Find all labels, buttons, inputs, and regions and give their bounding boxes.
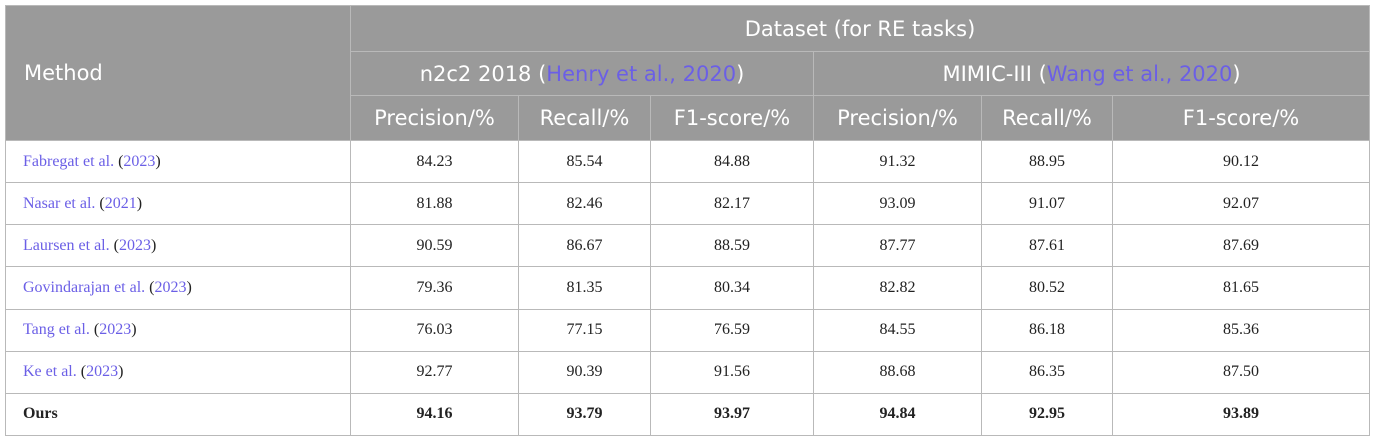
value-cell: 92.95 [981, 392, 1113, 437]
value-cell: 94.84 [813, 392, 982, 437]
value-cell: 90.39 [518, 350, 651, 394]
value-cell: 90.59 [350, 224, 519, 268]
method-cell: Laursen et al. (2023) [5, 224, 351, 268]
value-cell: 91.07 [981, 182, 1113, 226]
year-citation-link[interactable]: 2023 [123, 152, 156, 170]
value-cell: 88.95 [981, 139, 1113, 184]
value-cell: 82.82 [813, 266, 982, 310]
value-cell: 82.17 [650, 182, 814, 226]
value-cell: 81.65 [1111, 266, 1371, 310]
method-cell: Govindarajan et al. (2023) [5, 266, 351, 310]
value-cell: 85.36 [1111, 308, 1371, 352]
method-cell: Ours [5, 392, 351, 437]
method-cell: Fabregat et al. (2023) [5, 139, 351, 184]
method-header: Method [5, 5, 351, 141]
table-row: Tang et al. (2023) 76.03 77.15 76.59 84.55 86… [5, 308, 1371, 352]
metric-f1-header: F1-score/% [1111, 95, 1371, 141]
metric-recall-header: Recall/% [981, 95, 1113, 141]
value-cell: 93.79 [518, 392, 651, 437]
value-cell: 93.97 [650, 392, 814, 437]
author-citation-link[interactable]: Ke et al. [23, 363, 77, 381]
value-cell: 91.32 [813, 139, 982, 184]
value-cell: 93.89 [1111, 392, 1371, 437]
dataset-header: Dataset (for RE tasks) [349, 5, 1371, 52]
author-citation-link[interactable]: Tang et al. [23, 321, 90, 339]
metric-precision-header: Precision/% [350, 95, 519, 141]
value-cell: 76.59 [650, 308, 814, 352]
value-cell: 86.35 [981, 350, 1113, 394]
value-cell: 94.16 [350, 392, 519, 437]
ours-row: Ours 94.16 93.79 93.97 94.84 92.95 93.89 [5, 392, 1371, 437]
metric-recall-header: Recall/% [518, 95, 651, 141]
value-cell: 84.23 [350, 139, 519, 184]
dataset-n2c2-header: n2c2 2018 (Henry et al., 2020) [350, 51, 814, 96]
value-cell: 86.67 [518, 224, 651, 268]
value-cell: 79.36 [350, 266, 519, 310]
value-cell: 80.52 [981, 266, 1113, 310]
table-row: Laursen et al. (2023) 90.59 86.67 88.59 87.7… [5, 224, 1371, 268]
table-row: Nasar et al. (2021) 81.88 82.46 82.17 93.09 9… [5, 182, 1371, 226]
author-citation-link[interactable]: Govindarajan et al. [23, 278, 146, 296]
value-cell: 82.46 [518, 182, 651, 226]
value-cell: 90.12 [1111, 139, 1371, 184]
results-body: Fabregat et al. (2023) 84.23 85.54 84.88 91.… [5, 139, 1371, 437]
author-citation-link[interactable]: Nasar et al. [23, 194, 96, 212]
value-cell: 88.59 [650, 224, 814, 268]
table-row: Govindarajan et al. (2023) 79.36 81.35 80.3… [5, 266, 1371, 310]
value-cell: 81.35 [518, 266, 651, 310]
value-cell: 91.56 [650, 350, 814, 394]
value-cell: 80.34 [650, 266, 814, 310]
citation-link-wang[interactable]: Wang et al., 2020 [1046, 61, 1233, 86]
results-table: Method Dataset (for RE tasks) n2c2 2018 … [5, 5, 1371, 437]
author-citation-link[interactable]: Laursen et al. [23, 236, 110, 254]
method-cell: Tang et al. (2023) [5, 308, 351, 352]
value-cell: 92.07 [1111, 182, 1371, 226]
value-cell: 84.55 [813, 308, 982, 352]
method-cell: Ke et al. (2023) [5, 350, 351, 394]
value-cell: 76.03 [350, 308, 519, 352]
value-cell: 87.77 [813, 224, 982, 268]
year-citation-link[interactable]: 2023 [154, 278, 187, 296]
dataset-mimic-header: MIMIC-III (Wang et al., 2020) [812, 51, 1371, 96]
metric-precision-header: Precision/% [813, 95, 982, 141]
value-cell: 88.68 [813, 350, 982, 394]
value-cell: 93.09 [813, 182, 982, 226]
author-citation-link[interactable]: Fabregat et al. [23, 152, 115, 170]
value-cell: 87.50 [1111, 350, 1371, 394]
value-cell: 86.18 [981, 308, 1113, 352]
method-cell: Nasar et al. (2021) [5, 182, 351, 226]
year-citation-link[interactable]: 2023 [99, 321, 132, 339]
metric-f1-header: F1-score/% [650, 95, 814, 141]
citation-link-henry[interactable]: Henry et al., 2020 [546, 61, 737, 86]
value-cell: 87.69 [1111, 224, 1371, 268]
year-citation-link[interactable]: 2023 [118, 236, 151, 254]
value-cell: 84.88 [650, 139, 814, 184]
year-citation-link[interactable]: 2023 [86, 363, 119, 381]
value-cell: 87.61 [981, 224, 1113, 268]
value-cell: 77.15 [518, 308, 651, 352]
table-row: Fabregat et al. (2023) 84.23 85.54 84.88 91.… [5, 139, 1371, 184]
value-cell: 85.54 [518, 139, 651, 184]
value-cell: 92.77 [350, 350, 519, 394]
value-cell: 81.88 [350, 182, 519, 226]
year-citation-link[interactable]: 2021 [104, 194, 137, 212]
table-row: Ke et al. (2023) 92.77 90.39 91.56 88.68 86.3… [5, 350, 1371, 394]
